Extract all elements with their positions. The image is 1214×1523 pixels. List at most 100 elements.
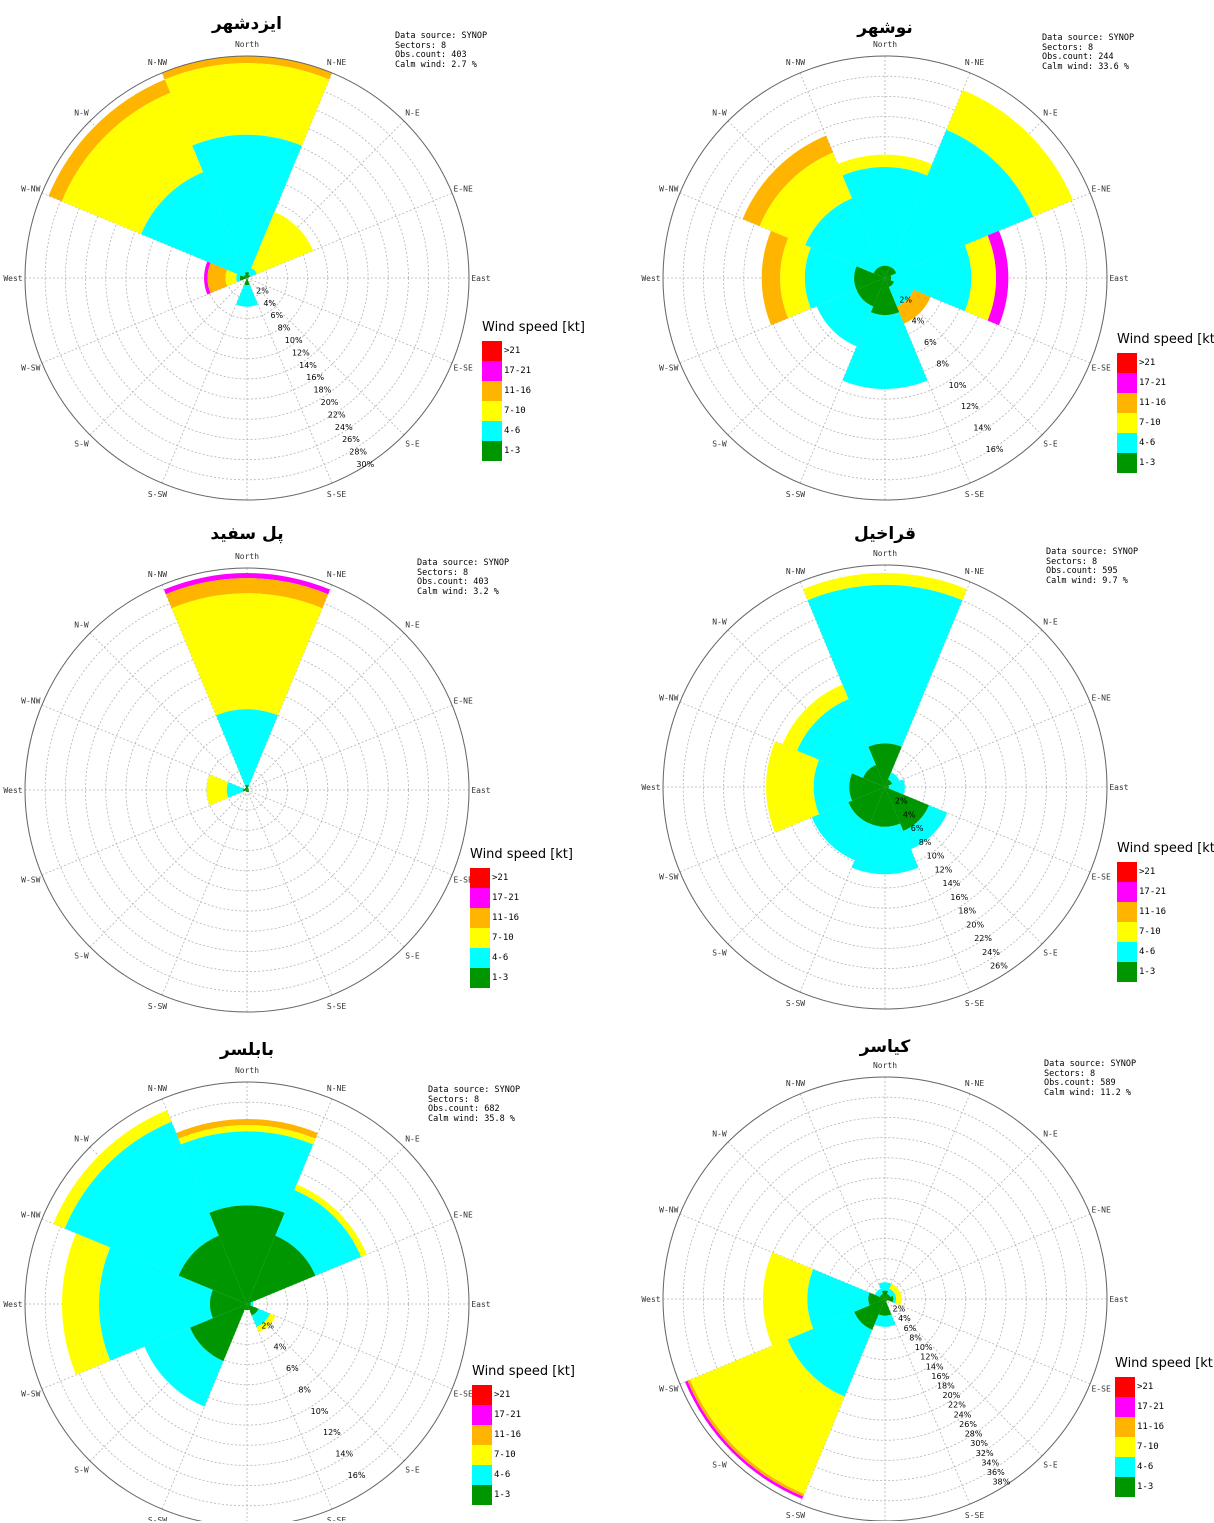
compass-label: S-W [712, 439, 727, 448]
radial-tick-label: 2% [895, 797, 908, 806]
wedge-se-light [888, 281, 914, 307]
compass-label: S-SW [148, 1516, 167, 1521]
legend-item: >21 [1117, 862, 1214, 882]
radial-tick-label: 14% [973, 424, 991, 433]
compass-label: W-NW [21, 184, 40, 193]
compass-label: S-E [1043, 948, 1058, 957]
legend-swatch [1117, 902, 1137, 922]
grid-spoke [246, 584, 333, 791]
compass-label: N-E [1043, 109, 1058, 118]
legend-label: 4-6 [492, 953, 509, 963]
compass-label: S-SW [786, 490, 805, 499]
wedge-w-light [236, 273, 241, 283]
compass-label: N-NW [148, 1084, 167, 1093]
legend-swatch [470, 968, 490, 988]
legend-swatch [470, 868, 490, 888]
wedge-w-calm-light [868, 1292, 885, 1306]
legend-swatch [1115, 1397, 1135, 1417]
legend-swatch [482, 401, 502, 421]
compass-label: E-SE [1092, 364, 1111, 373]
station-title: بابلسر [220, 1040, 274, 1060]
compass-label: S-SE [965, 1511, 984, 1520]
grid-spoke [246, 789, 333, 996]
legend-label: 4-6 [494, 1470, 511, 1480]
compass-label: N-NW [786, 1079, 805, 1088]
grid-spoke [41, 277, 248, 364]
radial-tick-label: 8% [919, 838, 932, 847]
legend-label: >21 [504, 346, 521, 356]
radial-tick-label: 10% [285, 336, 303, 345]
grid-spoke [41, 789, 248, 876]
radial-tick-label: 4% [898, 1314, 911, 1323]
radial-tick-label: 34% [981, 1458, 999, 1467]
legend-title: Wind speed [kt] [1117, 332, 1214, 347]
legend-label: 1-3 [1139, 967, 1156, 977]
wedge-sw-calm-light [245, 790, 247, 792]
radial-tick-label: 12% [920, 1353, 938, 1362]
radial-tick-label: 36% [987, 1468, 1005, 1477]
compass-label: East [471, 786, 490, 795]
compass-label: N-W [74, 109, 89, 118]
info-line: Sectors: 8 [417, 567, 469, 578]
wedge-se-calm-light [885, 787, 929, 831]
wedge-ne-moderate [251, 211, 314, 274]
wedge-n-calm-light [244, 272, 250, 278]
compass-label: E-NE [1092, 184, 1111, 193]
radial-tick-label: 20% [966, 920, 984, 929]
radial-tick-label: 6% [286, 1364, 299, 1373]
legend-item: 7-10 [482, 401, 585, 421]
legend-item: 11-16 [470, 908, 573, 928]
legend-label: 1-3 [494, 1490, 511, 1500]
wedge-sw-calm-light [190, 1304, 247, 1361]
info-line: Sectors: 8 [1046, 556, 1098, 567]
radial-tick-label: 14% [926, 1362, 944, 1371]
wedge-w-moderate [762, 1252, 814, 1346]
info-line: Obs.count: 403 [395, 50, 467, 60]
info-line: Sectors: 8 [1044, 1068, 1096, 1079]
wedge-se-calm-light [247, 790, 250, 793]
wind-rose-svg: NorthN-NEN-EE-NEEastE-SES-ES-SESouthS-SW… [3, 552, 491, 1013]
radial-tick-label: 20% [321, 398, 339, 407]
compass-label: W-SW [659, 873, 678, 882]
wedge-n-fresh [162, 56, 332, 80]
legend-swatch [1115, 1417, 1135, 1437]
compass-label: W-NW [659, 693, 678, 702]
wedge-s-calm-light [244, 278, 250, 286]
wedge-sw-light [144, 1327, 224, 1407]
radial-tick-label: 22% [328, 410, 346, 419]
legend-label: 17-21 [494, 1410, 522, 1420]
info-line: Data source: SYNOP [1042, 33, 1135, 43]
wedge-sw-calm-light [854, 1299, 885, 1330]
legend-item: 11-16 [1117, 902, 1214, 922]
wedge-w-moderate [225, 269, 238, 287]
speed-legend: Wind speed [kt] >21 17-21 11-16 7-10 4-6 1-3 [472, 1364, 575, 1505]
grid-spoke [246, 704, 453, 791]
legend-swatch [470, 908, 490, 928]
legend-item: 4-6 [1115, 1457, 1214, 1477]
wind-rose-panel: NorthN-NEN-EE-NEEastE-SES-ES-SESouthS-SW… [0, 507, 607, 1014]
radial-tick-label: 18% [313, 386, 331, 395]
radial-tick-label: 16% [950, 893, 968, 902]
wind-rose-svg: NorthN-NEN-EE-NEEastE-SES-ES-SESouthS-SW… [3, 40, 491, 501]
wind-rose-panel: NorthN-NEN-EE-NEEastE-SES-ES-SESouthS-SW… [607, 507, 1214, 1014]
wedge-n-calm-light [245, 784, 249, 790]
compass-label: S-E [1043, 1460, 1058, 1469]
grid-spoke [246, 1303, 453, 1390]
info-line: Data source: SYNOP [1044, 1059, 1137, 1069]
wedge-nw-calm-light [178, 1235, 247, 1304]
wedge-w-calm-light [209, 1289, 247, 1319]
legend-item: 17-21 [470, 888, 573, 908]
legend-label: 11-16 [504, 386, 532, 396]
radial-tick-label: 8% [298, 1385, 311, 1394]
legend-label: 17-21 [492, 893, 520, 903]
compass-label: N-E [405, 621, 420, 630]
wedge-n-light [842, 167, 928, 267]
legend-swatch [472, 1405, 492, 1425]
compass-label: N-E [405, 1135, 420, 1144]
legend-label: 7-10 [1139, 927, 1161, 937]
radial-tick-label: 20% [943, 1391, 961, 1400]
radial-tick-label: 22% [948, 1401, 966, 1410]
legend-label: 4-6 [504, 426, 521, 436]
wedge-s-calm-light [246, 790, 248, 793]
